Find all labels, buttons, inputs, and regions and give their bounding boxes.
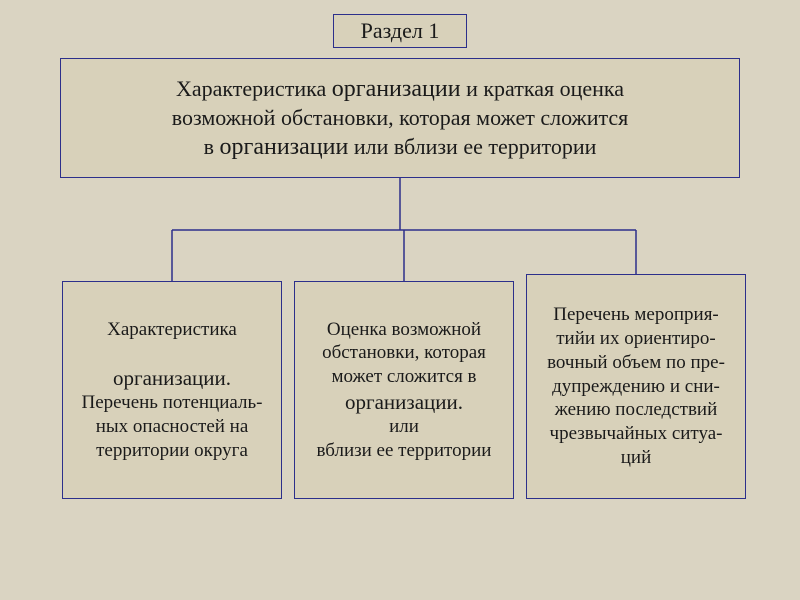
main-box: Характеристика организации и краткая оце… bbox=[60, 58, 740, 178]
blank-line bbox=[170, 341, 175, 365]
child-box-1: Оценка возможной обстановки, которая мож… bbox=[294, 281, 514, 499]
header-text: Раздел 1 bbox=[361, 17, 440, 45]
main-line1: Характеристика организации и краткая оце… bbox=[176, 74, 624, 104]
main-line2: возможной обстановки, которая может слож… bbox=[172, 104, 629, 132]
child-box-2: Перечень мероприя- тийи их ориентиро- во… bbox=[526, 274, 746, 499]
header-box: Раздел 1 bbox=[333, 14, 467, 48]
main-line3: в организации или вблизи ее территории bbox=[204, 132, 597, 162]
child-box-0: Характеристика организации. Перечень пот… bbox=[62, 281, 282, 499]
